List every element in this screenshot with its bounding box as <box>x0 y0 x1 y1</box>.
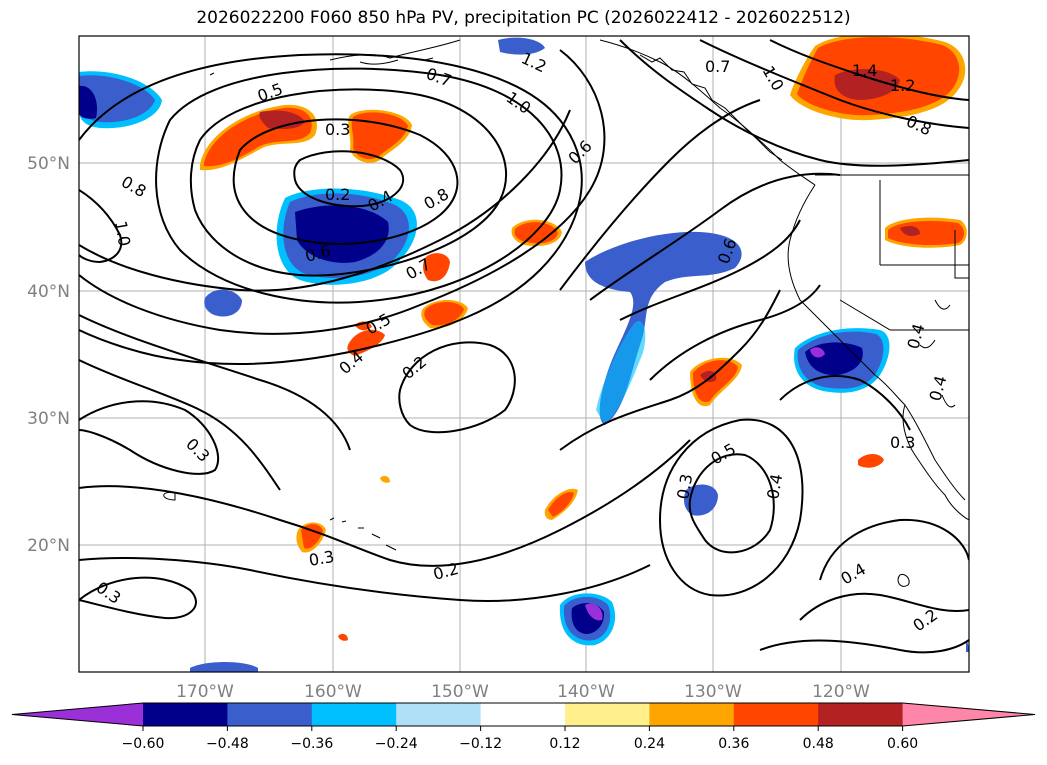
contour-ne-3 <box>769 39 969 101</box>
colorbar-segment <box>143 703 228 726</box>
colorbar-tick-label: 0.60 <box>887 736 918 752</box>
contour-mid-1 <box>79 314 351 451</box>
contour-ridge <box>779 375 911 431</box>
coastlines <box>163 39 969 587</box>
contour-large-3 <box>79 109 571 292</box>
latitude-labels: 50°N 40°N 30°N 20°N <box>27 154 70 556</box>
colorbar-segment <box>227 703 313 726</box>
contour-cut-1 <box>688 453 775 554</box>
bc-coast <box>599 39 816 186</box>
neg-blob-small-1 <box>204 289 242 317</box>
contour-east-4 <box>649 284 821 381</box>
contour-label: 0.7 <box>705 57 730 76</box>
negative-precip-shading <box>79 37 969 672</box>
contour-south-2 <box>79 439 691 567</box>
lat-label-50n: 50°N <box>27 154 70 174</box>
pv-contours <box>79 39 969 654</box>
contour-label: 1.0 <box>111 219 134 247</box>
colorbar-tick-label: −0.12 <box>459 736 502 752</box>
contour-label: 0.2 <box>325 185 350 204</box>
contour-low-ring-3 <box>189 88 508 277</box>
contour-hi-ring <box>398 341 516 434</box>
contour-south-1 <box>79 400 220 475</box>
contour-label: 0.3 <box>325 120 350 139</box>
plot-frame <box>78 35 970 673</box>
contour-se-2 <box>799 592 969 621</box>
colorbar-segment <box>311 703 397 726</box>
lon-label-120w: 120°W <box>812 682 870 702</box>
contour-east-1 <box>559 99 761 291</box>
alaska-coast <box>199 39 461 97</box>
contour-large-2 <box>79 49 606 335</box>
contour-ne-2 <box>699 39 969 129</box>
contour-label: 0.3 <box>307 547 335 570</box>
contour-west-edge <box>79 189 123 264</box>
lon-label-130w: 130°W <box>684 682 742 702</box>
lat-label-40n: 40°N <box>27 282 70 302</box>
contour-mid-2 <box>79 359 281 491</box>
contour-ne-1 <box>619 39 969 167</box>
contour-low-ring-2 <box>232 118 459 245</box>
contour-south-4 <box>79 576 197 620</box>
contour-se-3 <box>759 639 969 654</box>
longitude-labels: 170°W 160°W 150°W 140°W 130°W 120°W <box>176 682 870 702</box>
lon-label-160w: 160°W <box>304 682 362 702</box>
contour-label: 1.4 <box>852 61 877 80</box>
colorbar-tick-label: 0.36 <box>718 736 749 752</box>
colorbar: −0.60 −0.48 −0.36 −0.24 −0.12 0.12 0.24 0.36 0.4… <box>11 702 1036 752</box>
contour-label: 0.3 <box>673 472 696 500</box>
colorbar-extend-high <box>902 703 1035 726</box>
colorbar-segment <box>818 703 904 726</box>
contour-low-ring-4 <box>155 67 563 304</box>
contour-trough <box>559 289 781 451</box>
contour-low-ring-1 <box>293 150 405 208</box>
colorbar-tick-label: −0.36 <box>290 736 333 752</box>
colorbar-segment <box>565 703 650 726</box>
contour-large-1 <box>79 53 583 366</box>
colorbar-tick-label: −0.24 <box>375 736 418 752</box>
hawaii <box>329 517 397 551</box>
colorbar-segment <box>649 703 735 726</box>
colorbar-extend-low <box>12 703 143 726</box>
colorbar-tick-label: 0.48 <box>803 736 834 752</box>
colorbar-tick-label: −0.60 <box>122 736 165 752</box>
colorbar-tick-label: −0.48 <box>206 736 249 752</box>
contour-label: 0.3 <box>890 433 915 452</box>
west-coast-us <box>787 184 966 501</box>
contour-se-1 <box>819 518 969 581</box>
baja <box>902 404 969 521</box>
colorbar-segment <box>396 703 482 726</box>
contour-label: 0.4 <box>763 472 786 500</box>
contour-east-2 <box>589 172 841 301</box>
lat-label-20n: 20°N <box>27 536 70 556</box>
contour-cut-2 <box>658 418 804 597</box>
contour-south-3 <box>79 557 651 602</box>
colorbar-tick-label: 0.12 <box>549 736 580 752</box>
lon-label-140w: 140°W <box>557 682 615 702</box>
colorbar-segment <box>480 703 566 726</box>
lat-label-30n: 30°N <box>27 409 70 429</box>
map-title: 2026022200 F060 850 hPa PV, precipitatio… <box>196 8 851 28</box>
contour-label: 1.2 <box>890 76 915 95</box>
gridlines <box>79 36 969 672</box>
colorbar-tick-label: 0.24 <box>634 736 665 752</box>
contour-east-3 <box>619 219 801 321</box>
state-borders <box>815 174 969 331</box>
lon-label-150w: 150°W <box>431 682 489 702</box>
lon-label-170w: 170°W <box>176 682 234 702</box>
colorbar-segment <box>733 703 819 726</box>
